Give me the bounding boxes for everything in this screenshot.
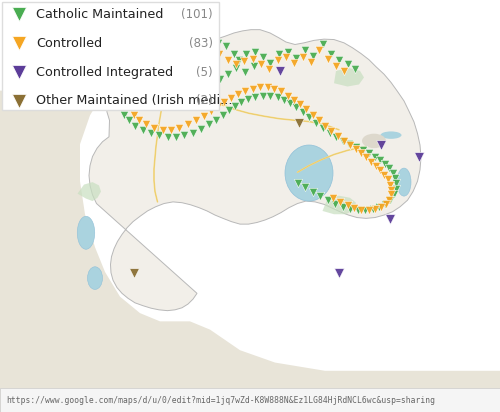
Point — [298, 109, 306, 115]
Point — [318, 124, 326, 131]
Point — [117, 105, 125, 111]
Point — [340, 68, 348, 74]
Point — [385, 165, 393, 171]
Point — [391, 175, 399, 181]
Point — [274, 94, 281, 100]
Point — [415, 154, 423, 161]
Point — [334, 133, 342, 139]
Point — [371, 206, 379, 213]
Point — [234, 91, 241, 97]
Point — [340, 138, 348, 144]
Point — [248, 55, 256, 62]
Point — [392, 180, 400, 187]
Point — [178, 45, 186, 52]
Point — [344, 61, 351, 67]
Point — [324, 55, 332, 62]
Point — [294, 180, 302, 187]
Point — [150, 124, 158, 131]
Point — [180, 132, 188, 138]
Point — [295, 119, 303, 126]
Point — [224, 71, 232, 77]
Point — [116, 98, 124, 104]
Point — [346, 142, 354, 148]
Point — [147, 129, 155, 136]
Point — [332, 63, 340, 69]
Point — [184, 121, 192, 128]
Point — [125, 117, 133, 124]
Point — [335, 56, 343, 63]
Point — [318, 41, 326, 48]
Point — [305, 114, 313, 121]
Point — [377, 142, 385, 148]
Point — [351, 66, 359, 73]
Point — [321, 122, 329, 129]
Point — [352, 144, 360, 151]
Point — [205, 121, 213, 128]
Point — [327, 128, 335, 134]
Point — [242, 51, 250, 58]
Point — [328, 194, 336, 201]
Point — [381, 201, 389, 207]
Ellipse shape — [77, 216, 95, 249]
Ellipse shape — [380, 131, 402, 139]
Point — [354, 207, 362, 213]
Point — [352, 146, 360, 152]
Point — [130, 111, 138, 118]
Point — [175, 124, 183, 131]
Point — [344, 202, 351, 208]
Point — [164, 133, 172, 140]
Point — [326, 129, 334, 136]
Point — [250, 63, 258, 69]
Point — [357, 150, 365, 157]
Point — [130, 84, 138, 91]
Point — [222, 43, 230, 49]
Point — [275, 50, 283, 57]
Point — [290, 59, 298, 66]
Point — [276, 68, 284, 74]
Point — [230, 50, 238, 57]
Point — [198, 68, 206, 74]
Point — [256, 84, 264, 91]
Point — [258, 92, 266, 99]
Point — [266, 92, 274, 99]
Point — [277, 88, 285, 95]
Point — [224, 56, 232, 63]
Point — [308, 111, 316, 118]
Point — [371, 153, 379, 160]
Point — [158, 126, 166, 133]
Point — [240, 58, 248, 64]
Point — [167, 126, 175, 133]
Point — [365, 150, 373, 157]
Point — [298, 54, 306, 60]
Point — [172, 54, 180, 61]
Point — [188, 54, 196, 60]
Point — [367, 158, 375, 165]
Point — [385, 197, 393, 203]
Point — [284, 48, 292, 55]
Point — [338, 204, 346, 210]
Point — [232, 65, 240, 71]
Point — [292, 54, 300, 61]
Polygon shape — [89, 16, 421, 311]
Point — [235, 56, 243, 63]
Point — [207, 72, 215, 78]
Point — [264, 84, 272, 91]
Point — [188, 129, 196, 136]
Point — [132, 72, 140, 78]
Point — [345, 141, 353, 147]
Point — [316, 192, 324, 199]
Text: (83): (83) — [188, 37, 212, 50]
Point — [231, 103, 239, 110]
Text: Controlled: Controlled — [36, 37, 102, 50]
Ellipse shape — [88, 267, 102, 290]
Point — [147, 61, 155, 67]
Point — [197, 125, 205, 132]
Point — [216, 76, 224, 82]
Point — [180, 59, 188, 66]
Point — [138, 34, 146, 40]
Polygon shape — [322, 196, 356, 214]
Point — [170, 38, 178, 44]
Point — [241, 87, 249, 94]
Point — [215, 50, 223, 57]
